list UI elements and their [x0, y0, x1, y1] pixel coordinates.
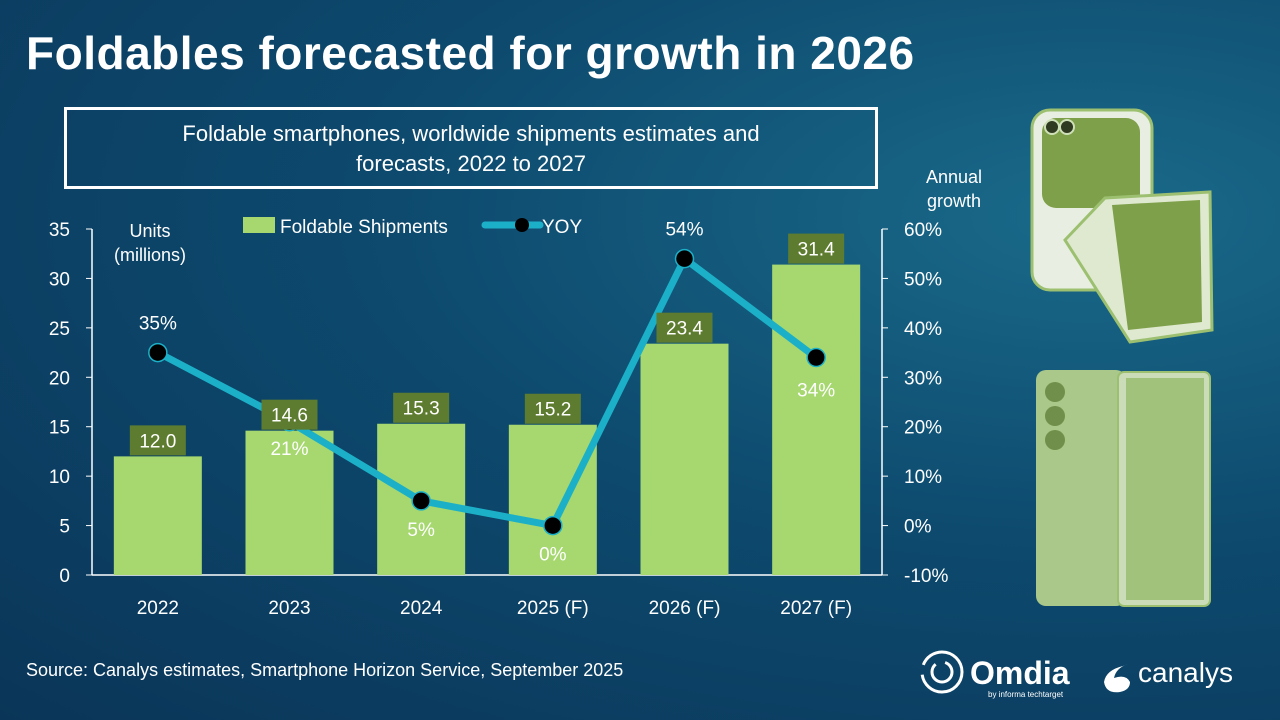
bar-value-label: 15.3: [403, 399, 440, 420]
x-tick-label: 2026 (F): [649, 598, 721, 619]
x-tick-label: 2027 (F): [780, 598, 852, 619]
flip-phone-image: [1030, 108, 1214, 344]
bar-value-box: [788, 233, 845, 264]
canalys-wordmark: canalys: [1138, 657, 1233, 688]
yoy-value-label: 0%: [539, 545, 567, 566]
yoy-value-label: 5%: [407, 520, 435, 541]
right-tick-label: 40%: [904, 319, 942, 340]
legend-line-label: YOY: [542, 217, 582, 238]
bar: [772, 264, 861, 575]
yoy-value-label: 35%: [139, 314, 177, 335]
yoy-point: [543, 515, 563, 536]
x-tick-label: 2022: [137, 598, 179, 619]
canalys-logo: canalys: [1104, 657, 1233, 693]
bar-value-label: 31.4: [798, 240, 835, 261]
bar-value-box: [393, 392, 450, 423]
yoy-value-label: 54%: [665, 220, 703, 241]
legend-bar-label: Foldable Shipments: [280, 217, 448, 238]
right-tick-label: -10%: [904, 566, 948, 587]
chart-subtitle-box: Foldable smartphones, worldwide shipment…: [64, 107, 878, 189]
yoy-point: [148, 342, 168, 363]
bar-value-box: [656, 312, 713, 343]
omdia-wordmark: Omdia: [970, 655, 1070, 691]
left-tick-label: 35: [49, 220, 70, 241]
left-axis-label-2: (millions): [114, 245, 186, 265]
fold-phone-image: [1036, 370, 1211, 607]
left-tick-label: 20: [49, 368, 70, 389]
legend-bar-swatch: [243, 217, 275, 233]
left-tick-label: 30: [49, 269, 70, 290]
omdia-subtext: by informa techtarget: [988, 690, 1064, 699]
right-tick-label: 30%: [904, 368, 942, 389]
bar: [508, 424, 597, 575]
legend-line-marker: [515, 218, 529, 232]
left-tick-label: 15: [49, 418, 70, 439]
bar: [245, 430, 334, 575]
yoy-point: [411, 491, 431, 511]
bar-value-box: [261, 399, 318, 430]
x-tick-label: 2023: [268, 598, 310, 619]
bar: [640, 343, 729, 575]
right-tick-label: 0%: [904, 517, 932, 538]
logos: Omdia by informa techtarget canalys: [918, 648, 1268, 713]
bar: [113, 456, 202, 575]
right-tick-label: 20%: [904, 418, 942, 439]
legend: Foldable Shipments YOY: [243, 217, 582, 238]
source-note: Source: Canalys estimates, Smartphone Ho…: [26, 660, 624, 680]
bar-value-label: 23.4: [666, 319, 703, 340]
subtitle-line-2: forecasts, 2022 to 2027: [356, 151, 586, 176]
yoy-value-label: 34%: [797, 381, 835, 402]
subtitle-line-1: Foldable smartphones, worldwide shipment…: [182, 121, 760, 146]
omdia-logo: Omdia by informa techtarget: [920, 650, 1070, 699]
x-tick-label: 2025 (F): [517, 598, 589, 619]
left-tick-label: 0: [59, 566, 70, 587]
right-tick-label: 60%: [904, 220, 942, 241]
bar-value-box: [129, 425, 186, 456]
right-tick-label: 10%: [904, 467, 942, 488]
bar-value-label: 14.6: [271, 406, 308, 427]
left-axis-label-1: Units: [129, 221, 170, 241]
right-tick-label: 50%: [904, 269, 942, 290]
yoy-point: [806, 347, 826, 368]
yoy-value-label: 21%: [270, 439, 308, 460]
left-tick-label: 25: [49, 319, 70, 340]
bar-value-box: [524, 393, 581, 424]
x-tick-label: 2024: [400, 598, 443, 619]
right-axis-label-2: growth: [927, 191, 981, 211]
bar-value-label: 12.0: [139, 431, 176, 452]
left-tick-label: 5: [59, 517, 70, 538]
left-tick-label: 10: [49, 467, 70, 488]
yoy-point: [674, 248, 695, 269]
page-title: Foldables forecasted for growth in 2026: [26, 27, 915, 79]
right-axis-label-1: Annual: [926, 167, 982, 187]
bar-value-label: 15.2: [534, 400, 571, 421]
